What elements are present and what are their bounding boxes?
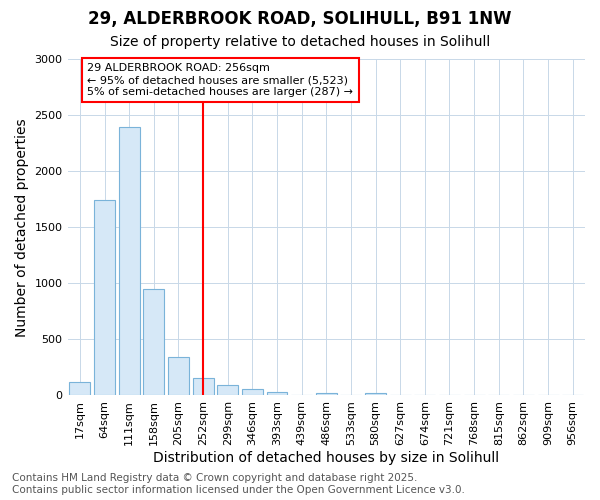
- Bar: [143, 289, 164, 396]
- Bar: [365, 393, 386, 396]
- Bar: [242, 390, 263, 396]
- Text: 29, ALDERBROOK ROAD, SOLIHULL, B91 1NW: 29, ALDERBROOK ROAD, SOLIHULL, B91 1NW: [88, 10, 512, 28]
- X-axis label: Distribution of detached houses by size in Solihull: Distribution of detached houses by size …: [153, 451, 499, 465]
- Bar: [119, 127, 140, 396]
- Y-axis label: Number of detached properties: Number of detached properties: [15, 118, 29, 336]
- Bar: [316, 393, 337, 396]
- Bar: [70, 382, 91, 396]
- Bar: [217, 385, 238, 396]
- Bar: [168, 358, 189, 396]
- Bar: [94, 200, 115, 396]
- Bar: [193, 378, 214, 396]
- Text: Contains HM Land Registry data © Crown copyright and database right 2025.
Contai: Contains HM Land Registry data © Crown c…: [12, 474, 465, 495]
- Bar: [266, 392, 287, 396]
- Text: 29 ALDERBROOK ROAD: 256sqm
← 95% of detached houses are smaller (5,523)
5% of se: 29 ALDERBROOK ROAD: 256sqm ← 95% of deta…: [87, 64, 353, 96]
- Text: Size of property relative to detached houses in Solihull: Size of property relative to detached ho…: [110, 35, 490, 49]
